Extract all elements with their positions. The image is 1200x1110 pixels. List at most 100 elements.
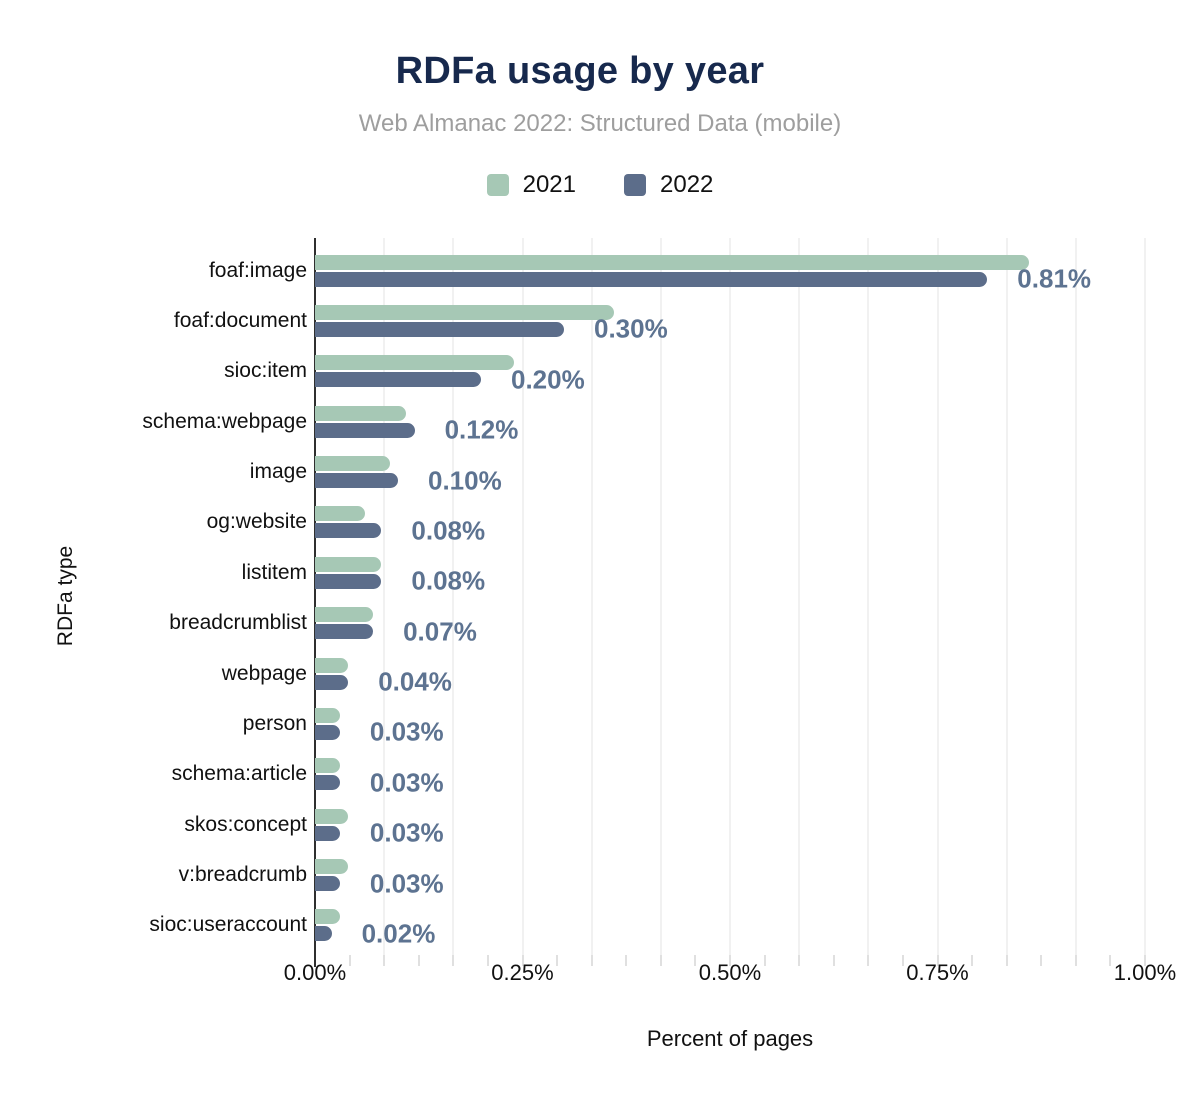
value-label-v-breadcrumb: 0.03% <box>369 868 444 899</box>
category-label-og-website: og:website <box>206 510 307 534</box>
category-label-foaf-document: foaf:document <box>173 308 307 332</box>
legend-swatch-2021 <box>486 174 509 196</box>
bar-2022-sioc-item <box>315 372 481 388</box>
bar-row-schema-article: 0.03% schema:article <box>172 238 1145 955</box>
x-axis-tick <box>417 955 420 966</box>
bar-row-og-website: 0.08% og:website <box>207 238 1145 955</box>
x-axis-tick <box>971 955 974 966</box>
legend-item-2022[interactable]: 2022 <box>624 171 713 199</box>
plot-area: Percent of pages 0.81% foaf:image 0.30% foa… <box>142 238 1176 1051</box>
x-axis-tick <box>1074 955 1077 966</box>
category-label-schema-article: schema:article <box>171 762 307 786</box>
bar-2022-breadcrumblist <box>315 624 374 640</box>
bar-2021-skos-concept <box>315 808 349 824</box>
legend-label-2022: 2022 <box>660 171 714 198</box>
legend-swatch-2022 <box>624 174 646 196</box>
bar-2022-schema-webpage <box>315 422 415 438</box>
x-axis-tick <box>1144 955 1146 966</box>
value-label-image: 0.10% <box>428 465 502 496</box>
x-tick-label-0-50-: 0.50% <box>698 960 762 985</box>
category-label-webpage: webpage <box>221 661 307 685</box>
bar-2021-image <box>315 456 390 472</box>
bar-row-image: 0.10% image <box>250 238 1145 955</box>
bar-2022-person <box>315 724 340 740</box>
bar-row-schema-webpage: 0.12% schema:webpage <box>142 238 1145 955</box>
bar-2021-v-breadcrumb <box>315 859 349 875</box>
bar-2021-person <box>315 707 340 723</box>
value-label-webpage: 0.04% <box>378 666 452 697</box>
x-tick-label-1-00-: 1.00% <box>1113 960 1177 985</box>
gridline <box>452 238 455 955</box>
bar-2021-foaf-document <box>315 304 614 320</box>
x-axis-tick <box>1040 955 1043 966</box>
value-label-schema-webpage: 0.12% <box>444 414 519 445</box>
bar-2021-sioc-useraccount <box>315 909 340 925</box>
gridline <box>383 238 386 955</box>
x-axis-tick <box>936 955 939 966</box>
bar-2022-sioc-useraccount <box>315 926 332 942</box>
bar-row-person: 0.03% person <box>243 238 1145 955</box>
gridline <box>1144 238 1146 955</box>
x-axis-tick <box>729 955 731 966</box>
value-label-person: 0.03% <box>369 716 444 747</box>
x-axis-tick <box>521 955 524 966</box>
x-axis-title: Percent of pages <box>646 1026 814 1051</box>
bar-2022-schema-article <box>315 775 340 791</box>
bar-2021-schema-webpage <box>315 405 407 421</box>
bar-2022-v-breadcrumb <box>315 876 340 892</box>
gridline <box>659 238 662 955</box>
x-axis-tick <box>867 955 870 966</box>
bar-row-breadcrumblist: 0.07% breadcrumblist <box>169 238 1145 955</box>
value-label-og-website: 0.08% <box>411 515 486 546</box>
gridline <box>521 238 524 955</box>
bar-row-skos-concept: 0.03% skos:concept <box>184 238 1145 955</box>
category-label-breadcrumblist: breadcrumblist <box>169 611 307 635</box>
bar-2022-webpage <box>315 674 349 690</box>
chart-legend: 2021 2022 <box>0 171 1200 199</box>
bar-row-foaf-document: 0.30% foaf:document <box>174 238 1145 955</box>
legend-item-2021[interactable]: 2021 <box>486 171 576 199</box>
legend-label-2021: 2021 <box>522 171 576 198</box>
x-axis-tick <box>901 955 904 966</box>
bar-2022-listitem <box>315 573 382 589</box>
category-label-skos-concept: skos:concept <box>184 812 307 836</box>
value-label-sioc-useraccount: 0.02% <box>361 918 436 949</box>
bar-row-foaf-image: 0.81% foaf:image <box>209 238 1145 955</box>
gridline <box>729 238 731 955</box>
category-label-v-breadcrumb: v:breadcrumb <box>178 863 307 887</box>
x-axis-tick <box>383 955 386 966</box>
y-axis-title: RDFa type <box>54 545 77 647</box>
category-label-sioc-item: sioc:item <box>224 359 307 383</box>
gridline <box>798 238 801 955</box>
bar-row-webpage: 0.04% webpage <box>222 238 1145 955</box>
gridline <box>1074 238 1077 955</box>
bar-2021-foaf-image <box>315 254 1029 270</box>
value-label-foaf-document: 0.30% <box>594 313 668 344</box>
bar-2022-foaf-image <box>315 271 988 287</box>
category-label-sioc-useraccount: sioc:useraccount <box>149 913 307 937</box>
bar-2021-breadcrumblist <box>315 607 374 623</box>
category-label-image: image <box>249 460 307 484</box>
bar-row-sioc-item: 0.20% sioc:item <box>224 238 1145 955</box>
x-axis-tick <box>1109 955 1112 966</box>
x-axis-tick <box>798 955 801 966</box>
x-axis-tick <box>556 955 559 966</box>
bar-2022-og-website <box>315 523 382 539</box>
x-axis-tick <box>486 955 489 966</box>
bar-2022-skos-concept <box>315 825 340 841</box>
x-tick-label-0-75-: 0.75% <box>906 960 969 985</box>
bar-2022-foaf-document <box>315 321 564 337</box>
category-label-person: person <box>242 711 307 735</box>
x-axis-tick <box>348 955 351 966</box>
value-label-listitem: 0.08% <box>411 565 486 596</box>
x-tick-label-0-00-: 0.00% <box>283 960 347 985</box>
value-label-breadcrumblist: 0.07% <box>403 616 477 647</box>
x-axis-tick <box>625 955 628 966</box>
x-axis-tick <box>590 955 593 966</box>
bar-row-listitem: 0.08% listitem <box>242 238 1145 955</box>
value-label-sioc-item: 0.20% <box>511 364 585 395</box>
x-axis-tick <box>763 955 766 966</box>
x-axis-tick <box>694 955 697 966</box>
category-label-schema-webpage: schema:webpage <box>142 409 307 433</box>
x-axis-tick <box>832 955 835 966</box>
